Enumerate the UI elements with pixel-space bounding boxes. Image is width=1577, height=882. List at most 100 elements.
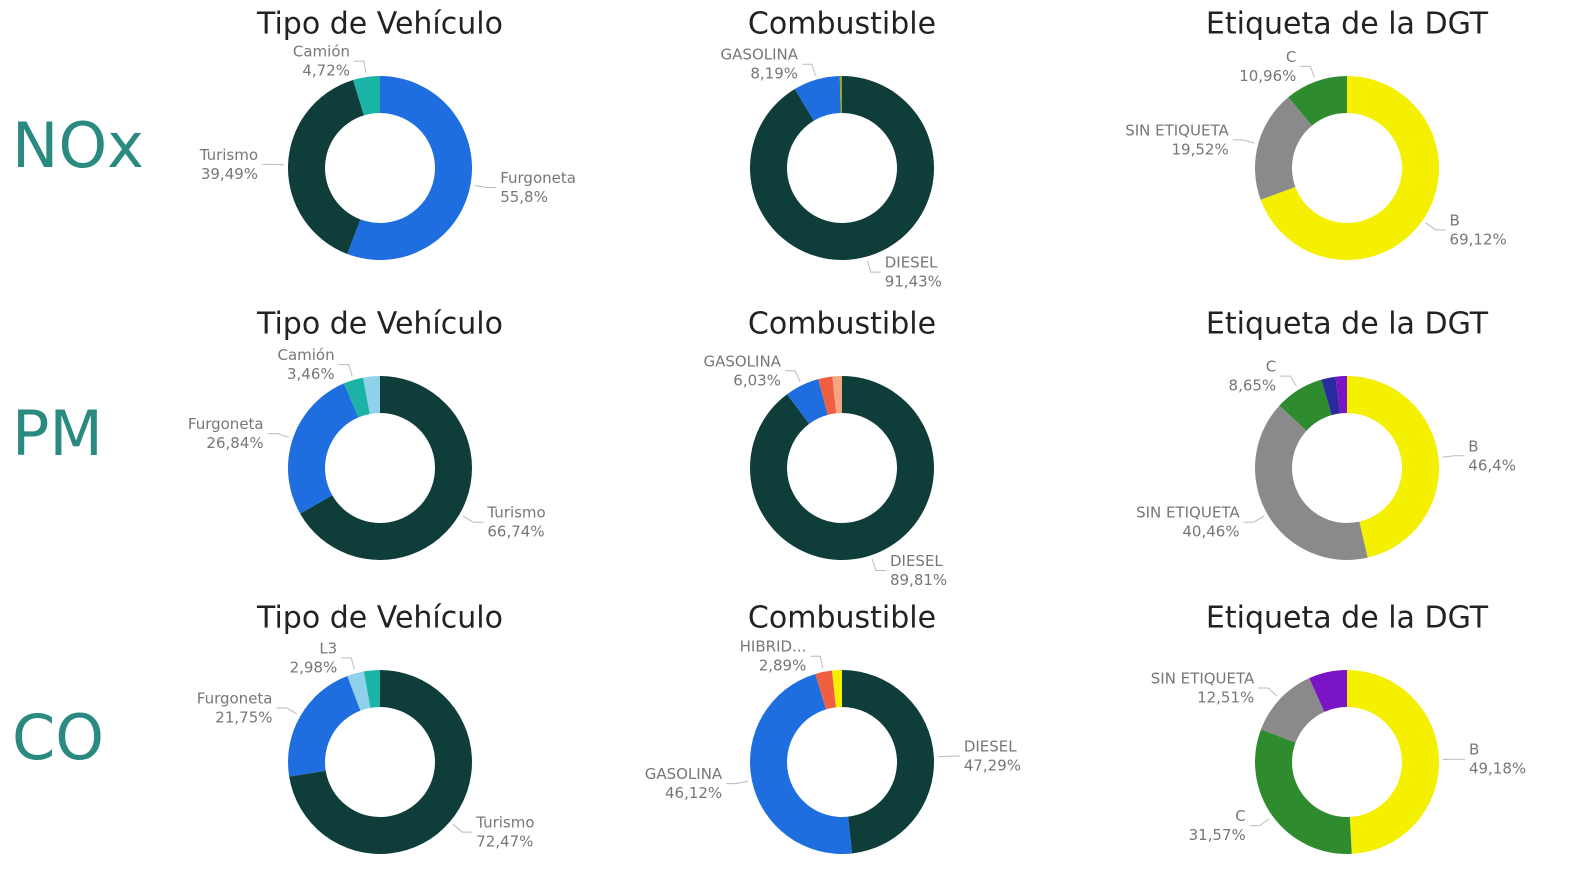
slice-value-label: 31,57%	[1189, 826, 1246, 844]
donut-slice	[1309, 670, 1347, 712]
slice-value-label: 8,65%	[1229, 377, 1277, 395]
slice-value-label: 19,52%	[1172, 140, 1229, 158]
slice-label: C	[1266, 358, 1276, 376]
slice-value-label: 2,89%	[759, 657, 807, 675]
donut-slice	[818, 376, 837, 415]
slice-label: Turismo	[486, 504, 545, 522]
row-label: PM	[12, 397, 103, 470]
slice-value-label: 3,46%	[287, 365, 335, 383]
donut-slice	[288, 383, 359, 514]
leader-line	[341, 657, 355, 670]
chart-title: Tipo de Vehículo	[256, 601, 503, 636]
slice-value-label: 47,29%	[964, 757, 1021, 775]
leader-line	[338, 364, 353, 377]
slice-label: Furgoneta	[188, 415, 264, 433]
donut-slice	[750, 673, 853, 854]
leader-line	[1249, 818, 1270, 827]
donut-slice	[347, 76, 472, 260]
slice-value-label: 26,84%	[206, 434, 263, 452]
slice-value-label: 40,46%	[1182, 523, 1239, 541]
donut-slice	[750, 76, 935, 260]
slice-value-label: 39,49%	[201, 165, 258, 183]
row-label: NOx	[12, 109, 144, 182]
leader-line	[1232, 139, 1255, 144]
slice-label: C	[1286, 48, 1296, 66]
slice-label: Turismo	[475, 814, 534, 832]
donut-slice	[832, 376, 842, 414]
slice-value-label: 69,12%	[1450, 230, 1507, 248]
leader-line	[726, 780, 749, 785]
slice-label: HIBRID...	[740, 638, 807, 656]
slice-label: SIN ETIQUETA	[1151, 670, 1255, 688]
chart-title: Etiqueta de la DGT	[1206, 7, 1489, 42]
slice-label: L3	[319, 639, 337, 657]
leader-line	[1442, 455, 1465, 458]
slice-label: C	[1235, 807, 1245, 825]
leader-line	[474, 184, 497, 189]
chart-title: Combustible	[748, 601, 936, 636]
slice-value-label: 89,81%	[890, 571, 947, 589]
slice-label: Furgoneta	[197, 689, 273, 707]
leader-line	[1300, 65, 1315, 78]
donut-slice	[787, 379, 828, 424]
slice-label: Turismo	[199, 146, 258, 164]
donut-slice	[1255, 729, 1352, 854]
slice-label: SIN ETIQUETA	[1136, 504, 1240, 522]
slice-label: GASOLINA	[645, 765, 723, 783]
leader-line	[452, 823, 473, 833]
slice-label: DIESEL	[885, 254, 938, 272]
donut-slice	[1279, 379, 1332, 431]
donut-slice	[1260, 76, 1439, 260]
donut-slice	[1288, 76, 1347, 126]
leader-line	[462, 515, 484, 523]
leader-line	[354, 60, 367, 74]
slice-label: Furgoneta	[500, 169, 576, 187]
leader-line	[784, 370, 801, 382]
slice-label: DIESEL	[964, 738, 1017, 756]
donut-slice	[362, 376, 380, 414]
donut-slice	[831, 670, 842, 708]
donut-slice	[288, 80, 364, 254]
chart-title: Tipo de Vehículo	[256, 7, 503, 42]
slice-label: Camión	[293, 43, 350, 61]
donut-slice	[1255, 97, 1312, 200]
leader-line	[937, 755, 960, 758]
row-label: CO	[12, 701, 104, 774]
donut-slice	[815, 670, 837, 710]
slice-value-label: 8,19%	[750, 65, 798, 83]
donut-slice	[1321, 376, 1341, 416]
slice-label: B	[1450, 211, 1460, 229]
donut-slice	[842, 670, 934, 854]
leader-line	[1258, 687, 1278, 697]
chart-title: Etiqueta de la DGT	[1206, 601, 1489, 636]
slice-label: GASOLINA	[721, 46, 799, 64]
chart-title: Etiqueta de la DGT	[1206, 307, 1489, 342]
slice-label: Camión	[277, 346, 334, 364]
leader-line	[867, 260, 881, 273]
slice-value-label: 46,4%	[1468, 456, 1516, 474]
chart-title: Combustible	[748, 307, 936, 342]
donut-slice	[1347, 670, 1440, 854]
slice-label: DIESEL	[890, 552, 943, 570]
slice-value-label: 46,12%	[665, 784, 722, 802]
slice-value-label: 72,47%	[476, 833, 533, 851]
slice-value-label: 10,96%	[1239, 67, 1296, 85]
leader-line	[1280, 375, 1297, 387]
donut-slice	[1335, 376, 1347, 414]
chart-title: Combustible	[748, 7, 936, 42]
slice-value-label: 2,98%	[290, 658, 338, 676]
donut-slice	[794, 76, 841, 121]
slice-value-label: 91,43%	[885, 273, 942, 291]
leader-line	[267, 433, 290, 438]
donut-slice	[347, 671, 371, 711]
slice-value-label: 12,51%	[1197, 689, 1254, 707]
slice-value-label: 6,03%	[733, 371, 781, 389]
slice-label: GASOLINA	[703, 352, 781, 370]
donut-slice	[749, 376, 934, 561]
donut-slice	[300, 376, 472, 560]
donut-slice	[353, 76, 380, 116]
leader-line	[1243, 515, 1265, 523]
slice-value-label: 21,75%	[215, 708, 272, 726]
leader-line	[1425, 222, 1446, 231]
